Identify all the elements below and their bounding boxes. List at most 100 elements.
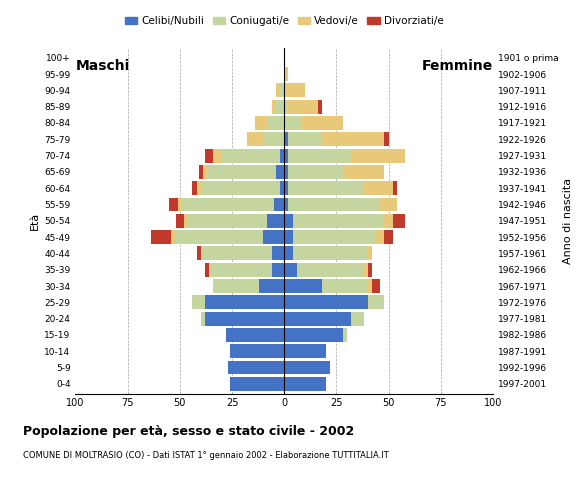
Bar: [368, 279, 372, 293]
Bar: [267, 116, 284, 130]
Bar: [284, 344, 326, 358]
Bar: [284, 181, 288, 195]
Bar: [222, 149, 280, 163]
Bar: [288, 132, 322, 146]
Bar: [198, 165, 203, 179]
Text: Femmine: Femmine: [422, 59, 493, 73]
Bar: [393, 214, 405, 228]
Bar: [284, 149, 288, 163]
Bar: [284, 84, 305, 97]
Bar: [368, 295, 385, 309]
Bar: [351, 312, 364, 325]
Bar: [288, 165, 343, 179]
Bar: [182, 198, 274, 211]
Bar: [301, 116, 343, 130]
Bar: [176, 214, 184, 228]
Bar: [184, 214, 188, 228]
Bar: [271, 263, 284, 276]
Bar: [280, 181, 284, 195]
Bar: [368, 263, 372, 276]
Bar: [385, 132, 389, 146]
Bar: [385, 230, 393, 244]
Bar: [172, 230, 176, 244]
Bar: [228, 360, 284, 374]
Bar: [364, 263, 368, 276]
Bar: [380, 198, 397, 211]
Bar: [284, 377, 326, 391]
Bar: [255, 116, 267, 130]
Bar: [263, 132, 284, 146]
Bar: [322, 279, 368, 293]
Bar: [376, 230, 385, 244]
Text: Popolazione per età, sesso e stato civile - 2002: Popolazione per età, sesso e stato civil…: [23, 425, 354, 438]
Bar: [207, 165, 276, 179]
Bar: [368, 246, 372, 260]
Bar: [226, 328, 284, 342]
Bar: [193, 181, 197, 195]
Bar: [259, 279, 284, 293]
Bar: [284, 230, 292, 244]
Bar: [276, 100, 284, 114]
Bar: [393, 181, 397, 195]
Bar: [205, 295, 284, 309]
Bar: [364, 181, 393, 195]
Bar: [297, 263, 364, 276]
Bar: [246, 132, 263, 146]
Bar: [197, 181, 201, 195]
Bar: [292, 214, 385, 228]
Bar: [177, 198, 182, 211]
Bar: [193, 295, 205, 309]
Bar: [280, 149, 284, 163]
Bar: [201, 246, 271, 260]
Bar: [230, 377, 284, 391]
Bar: [230, 344, 284, 358]
Bar: [201, 181, 280, 195]
Bar: [284, 263, 297, 276]
Bar: [284, 67, 288, 81]
Bar: [274, 198, 284, 211]
Bar: [288, 100, 318, 114]
Bar: [276, 165, 284, 179]
Bar: [213, 279, 259, 293]
Bar: [205, 149, 213, 163]
Bar: [205, 263, 209, 276]
Bar: [280, 84, 284, 97]
Bar: [209, 263, 271, 276]
Y-axis label: Età: Età: [30, 212, 40, 230]
Bar: [284, 279, 322, 293]
Bar: [284, 246, 292, 260]
Text: Maschi: Maschi: [75, 59, 130, 73]
Bar: [284, 295, 368, 309]
Bar: [343, 165, 385, 179]
Bar: [284, 360, 330, 374]
Bar: [188, 214, 267, 228]
Bar: [271, 246, 284, 260]
Bar: [351, 149, 405, 163]
Bar: [205, 312, 284, 325]
Bar: [151, 230, 172, 244]
Bar: [284, 312, 351, 325]
Bar: [288, 181, 364, 195]
Bar: [263, 230, 284, 244]
Bar: [271, 100, 276, 114]
Bar: [284, 165, 288, 179]
Bar: [318, 100, 322, 114]
Bar: [292, 230, 376, 244]
Bar: [203, 165, 207, 179]
Bar: [284, 100, 288, 114]
Bar: [284, 214, 292, 228]
Bar: [284, 132, 288, 146]
Bar: [284, 198, 288, 211]
Bar: [284, 328, 343, 342]
Bar: [288, 198, 380, 211]
Bar: [284, 116, 301, 130]
Bar: [213, 149, 222, 163]
Bar: [169, 198, 177, 211]
Bar: [276, 84, 280, 97]
Bar: [385, 214, 393, 228]
Bar: [267, 214, 284, 228]
Bar: [372, 279, 380, 293]
Y-axis label: Anno di nascita: Anno di nascita: [563, 178, 572, 264]
Text: COMUNE DI MOLTRASIO (CO) - Dati ISTAT 1° gennaio 2002 - Elaborazione TUTTITALIA.: COMUNE DI MOLTRASIO (CO) - Dati ISTAT 1°…: [23, 451, 389, 460]
Bar: [288, 149, 351, 163]
